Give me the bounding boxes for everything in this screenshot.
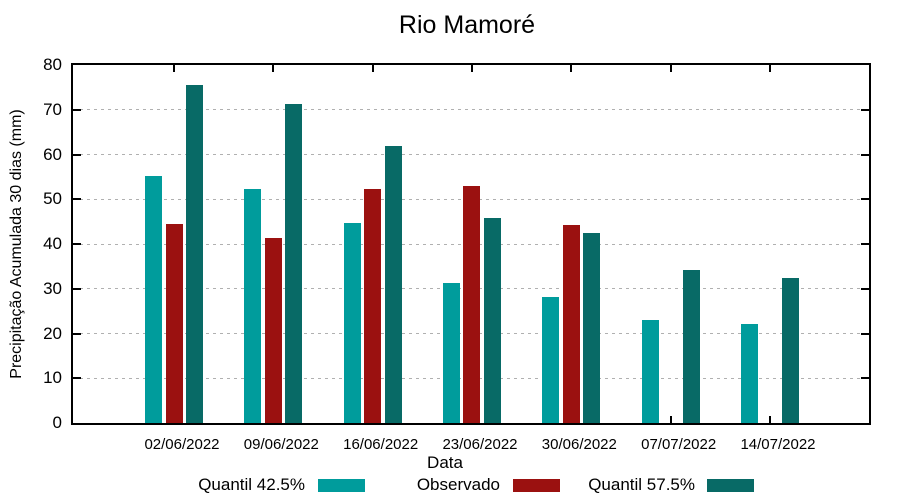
y-tick-mark <box>861 198 869 201</box>
bar-09/06/2022-series-1 <box>264 237 282 423</box>
x-tick-label: 16/06/2022 <box>343 436 419 453</box>
x-tick-mark <box>470 65 473 72</box>
bar-09/06/2022-series-0 <box>244 188 262 423</box>
x-tick-label: 23/06/2022 <box>442 436 518 453</box>
gridline <box>73 109 869 111</box>
y-tick-label: 80 <box>43 55 62 74</box>
bar-16/06/2022-series-0 <box>343 222 361 423</box>
legend-label: Quantil 57.5% <box>588 475 695 494</box>
y-tick-label: 40 <box>43 234 62 253</box>
bar-02/06/2022-series-0 <box>145 175 162 423</box>
bar-09/06/2022-series-2 <box>285 103 303 423</box>
y-tick-label: 0 <box>52 413 62 432</box>
x-tick-label: 09/06/2022 <box>243 436 319 453</box>
bar-14/07/2022-series-2 <box>781 278 799 423</box>
y-tick-mark <box>861 153 869 156</box>
y-tick-mark <box>73 332 81 335</box>
bar-30/06/2022-series-1 <box>562 224 580 423</box>
bar-14/07/2022-series-0 <box>740 323 758 423</box>
y-tick-label: 60 <box>43 144 62 164</box>
bar-16/06/2022-series-1 <box>364 188 382 423</box>
y-tick-label: 30 <box>43 278 62 298</box>
bar-07/07/2022-series-0 <box>641 320 659 423</box>
x-axis-label: Data <box>427 453 463 472</box>
bar-16/06/2022-series-2 <box>384 146 402 423</box>
x-tick-mark <box>371 65 374 72</box>
y-tick-label: 20 <box>43 323 62 343</box>
y-tick-mark <box>73 153 81 156</box>
bar-30/06/2022-series-0 <box>542 296 560 423</box>
x-tick-label: 14/07/2022 <box>740 436 816 453</box>
x-tick-label: 02/06/2022 <box>144 436 220 453</box>
y-tick-mark <box>73 108 81 111</box>
gridline <box>73 154 869 155</box>
legend-swatch <box>318 479 365 492</box>
bar-23/06/2022-series-1 <box>463 185 481 423</box>
plot-area <box>71 63 871 425</box>
x-tick-mark <box>768 65 771 72</box>
x-tick-mark <box>669 416 672 423</box>
y-tick-mark <box>861 332 869 335</box>
legend-swatch <box>707 479 754 492</box>
x-tick-mark <box>768 416 771 423</box>
x-tick-mark <box>272 65 275 72</box>
legend-label: Observado <box>416 475 500 494</box>
bar-30/06/2022-series-2 <box>583 233 601 423</box>
y-tick-mark <box>73 377 81 380</box>
legend-label: Quantil 42.5% <box>198 475 305 494</box>
bar-07/07/2022-series-2 <box>682 269 700 423</box>
y-tick-mark <box>861 287 869 290</box>
bar-23/06/2022-series-2 <box>483 217 501 423</box>
legend-swatch <box>513 479 560 492</box>
x-tick-mark <box>570 65 573 72</box>
bar-02/06/2022-series-1 <box>165 224 183 423</box>
y-tick-mark <box>73 287 81 290</box>
y-tick-mark <box>861 108 869 111</box>
y-tick-mark <box>861 377 869 380</box>
y-tick-mark <box>861 243 869 245</box>
x-tick-mark <box>669 65 672 72</box>
y-tick-label: 70 <box>43 99 62 119</box>
y-tick-label: 50 <box>43 189 62 209</box>
x-tick-label: 30/06/2022 <box>541 436 617 453</box>
bar-02/06/2022-series-2 <box>186 84 203 423</box>
y-tick-label: 10 <box>43 368 62 388</box>
x-tick-label: 07/07/2022 <box>641 436 717 453</box>
x-tick-mark <box>173 65 175 72</box>
chart-title: Rio Mamoré <box>398 11 536 39</box>
bar-23/06/2022-series-0 <box>442 282 460 423</box>
y-tick-mark <box>73 243 81 245</box>
y-tick-mark <box>73 198 81 201</box>
